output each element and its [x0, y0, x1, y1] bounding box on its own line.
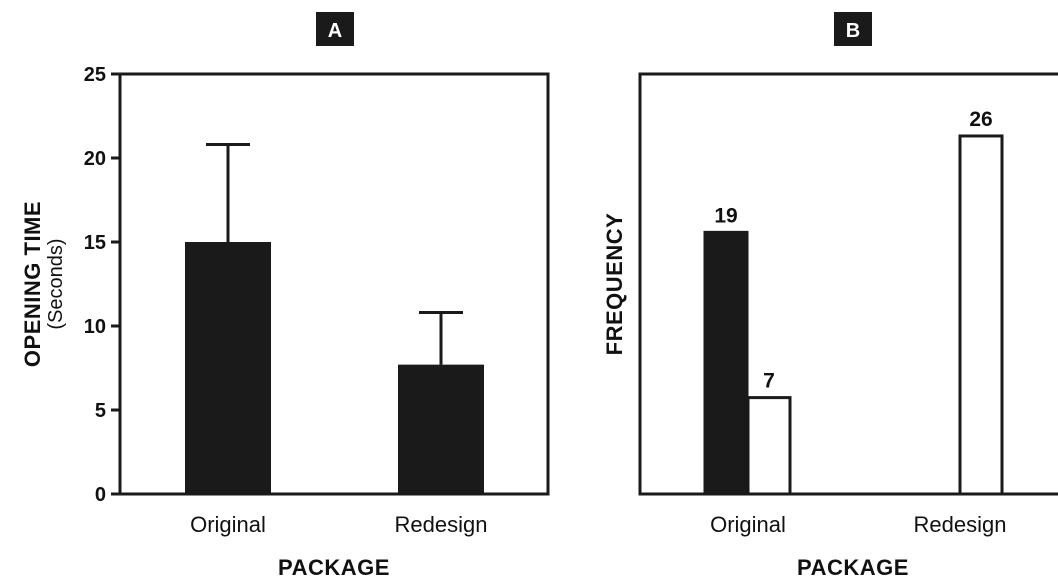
panel-a-y-axis-title: OPENING TIME	[20, 201, 45, 367]
panel-b-badge-label: B	[846, 20, 860, 42]
panel-a-x-tick-label: Original	[190, 512, 266, 537]
panel-a-y-axis-subtitle: (Seconds)	[45, 238, 67, 329]
panel-a-bar	[398, 364, 484, 494]
panel-b-plot-frame	[638, 72, 1058, 496]
panel-b-bars	[703, 134, 1004, 496]
panel-b-badge	[834, 12, 872, 46]
panel-b: B 19 7 26 Original Redesign PACKAGE FREQUE…	[602, 12, 1058, 580]
panel-a-badge	[316, 12, 354, 46]
panel-a-bar	[185, 242, 271, 494]
panel-b-y-axis-title: FREQUENCY	[602, 213, 627, 356]
panel-b-x-tick-label: Redesign	[914, 512, 1007, 537]
panel-a-y-tick-label: 0	[95, 484, 106, 506]
panel-a-x-tick-label: Redesign	[395, 512, 488, 537]
panel-b-x-axis-title: PACKAGE	[797, 555, 909, 580]
panel-a: A 0 5 10 15 20 25 Original Redesign PACKAGE O…	[20, 12, 550, 580]
panel-a-bars	[185, 242, 484, 494]
panel-b-data-label: 7	[763, 370, 775, 393]
panel-a-y-tick-label: 5	[95, 400, 106, 422]
panel-b-bar	[746, 396, 792, 496]
panel-b-x-tick-label: Original	[710, 512, 786, 537]
panel-a-y-axis: 0 5 10 15 20 25	[84, 64, 120, 506]
panel-a-plot-frame	[118, 72, 550, 496]
panel-b-data-labels: 19 7 26	[714, 108, 992, 393]
panel-b-data-label: 26	[969, 108, 992, 131]
panel-a-y-tick-label: 10	[84, 316, 106, 338]
panel-a-y-tick-label: 20	[84, 148, 106, 170]
panel-a-y-tick-label: 25	[84, 64, 106, 86]
panel-b-bar	[958, 134, 1004, 496]
panel-b-bar	[703, 230, 749, 496]
panel-a-x-axis-title: PACKAGE	[278, 555, 390, 580]
panel-a-error-bars	[206, 143, 463, 365]
panel-a-badge-label: A	[328, 20, 342, 42]
panel-a-y-tick-label: 15	[84, 232, 106, 254]
panel-b-data-label: 19	[714, 204, 737, 227]
